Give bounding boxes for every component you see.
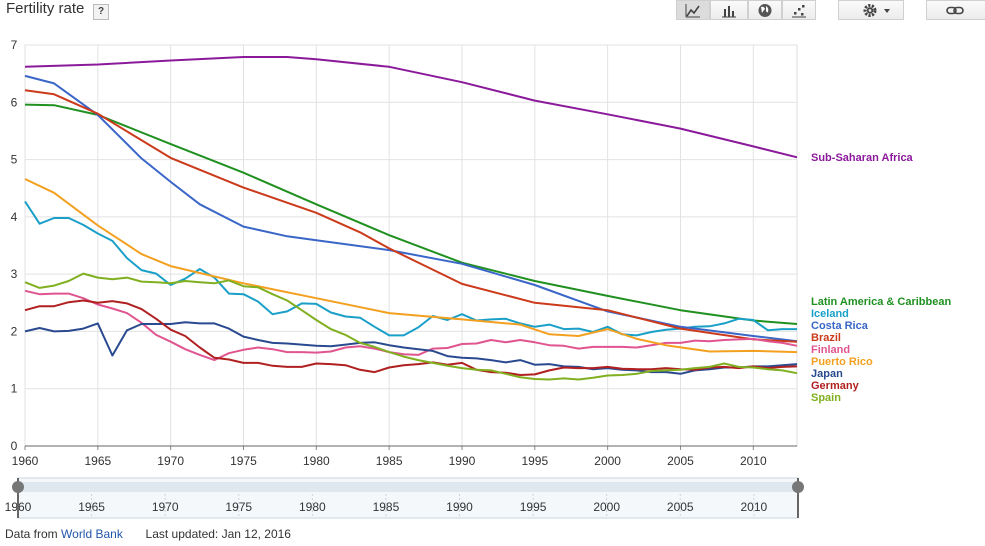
x-tick-label: 1965 (84, 454, 111, 468)
bar-chart-icon (722, 6, 736, 18)
x-tick-label: 2010 (740, 454, 767, 468)
source-link[interactable]: World Bank (61, 527, 123, 541)
y-tick-label: 6 (11, 95, 18, 109)
slider-start-handle[interactable] (12, 481, 24, 493)
slider-tick-label: 1990 (446, 500, 473, 514)
series-line (24, 89, 798, 343)
x-tick-label: 1980 (303, 454, 330, 468)
footer: Data from World Bank Last updated: Jan 1… (5, 527, 291, 541)
slider-tick-label: 2010 (740, 500, 767, 514)
legend-label: Brazil (811, 332, 841, 344)
link-button[interactable] (926, 0, 985, 20)
slider-end-bar (797, 478, 799, 518)
last-updated: Last updated: Jan 12, 2016 (145, 527, 291, 541)
y-tick-label: 0 (11, 439, 18, 453)
y-tick-label: 2 (11, 324, 18, 338)
series-line (24, 299, 798, 376)
line-chart: 1960 1965 1970 1975 1980 1985 1990 1995 2000 2005… (5, 38, 951, 519)
map-button[interactable] (748, 0, 782, 20)
legend-label: Japan (811, 368, 843, 380)
legend-label: Puerto Rico (811, 356, 873, 368)
slider-start-bar (17, 478, 19, 518)
slider-tick-label: 2000 (593, 500, 620, 514)
chart-legend: Sub-Saharan Africa Latin America & Caribb… (811, 152, 951, 404)
y-tick-label: 1 (11, 382, 18, 396)
legend-label: Costa Rica (811, 320, 869, 332)
series-line (24, 321, 798, 375)
scatter-chart-icon (792, 5, 806, 18)
line-chart-icon (685, 4, 700, 18)
range-slider[interactable]: 1960196519701975198019851990199520002005… (5, 477, 804, 519)
chart-grid (24, 44, 798, 447)
series-line (24, 178, 798, 354)
slider-band (18, 482, 798, 492)
legend-label: Germany (811, 380, 860, 392)
legend-label: Spain (811, 392, 841, 404)
legend-label: Sub-Saharan Africa (811, 152, 914, 164)
x-tick-label: 2005 (667, 454, 694, 468)
slider-tick-label: 2005 (667, 500, 694, 514)
series-line (24, 56, 798, 159)
help-button[interactable]: ? (93, 4, 109, 20)
chart-title: Fertility rate (6, 0, 85, 17)
y-tick-label: 7 (11, 38, 18, 52)
link-icon (946, 6, 964, 15)
legend-label: Iceland (811, 308, 849, 320)
slider-tick-label: 1975 (225, 500, 252, 514)
settings-icon (863, 4, 890, 17)
chart-axes: 1960 1965 1970 1975 1980 1985 1990 1995 2000 2005… (11, 38, 797, 468)
series-line (24, 272, 798, 381)
line-chart-button[interactable] (676, 0, 710, 20)
y-tick-label: 5 (11, 153, 18, 167)
x-tick-label: 1990 (449, 454, 476, 468)
series-line (24, 74, 798, 343)
x-tick-label: 1970 (157, 454, 184, 468)
y-tick-label: 3 (11, 267, 18, 281)
slider-tick-label: 1985 (373, 500, 400, 514)
scatter-chart-button[interactable] (782, 0, 816, 20)
series-line (24, 289, 798, 362)
series-line (24, 103, 798, 325)
map-icon (758, 4, 772, 17)
slider-tick-label: 1995 (520, 500, 547, 514)
source-prefix: Data from (5, 527, 58, 541)
x-tick-label: 1995 (521, 454, 548, 468)
slider-tick-label: 1965 (78, 500, 105, 514)
x-tick-label: 1985 (376, 454, 403, 468)
slider-tick-label: 1980 (299, 500, 326, 514)
x-tick-label: 2000 (594, 454, 621, 468)
legend-label: Finland (811, 344, 850, 356)
x-tick-label: 1975 (230, 454, 257, 468)
plot-frame (24, 44, 798, 447)
y-tick-label: 4 (11, 210, 18, 224)
slider-tick-label: 1970 (152, 500, 179, 514)
x-tick-label: 1960 (12, 454, 39, 468)
legend-label: Latin America & Caribbean (811, 296, 951, 308)
series-line (24, 200, 797, 337)
bar-chart-button[interactable] (710, 0, 748, 20)
settings-button[interactable] (838, 0, 904, 20)
chart-series (24, 56, 798, 381)
slider-end-handle[interactable] (792, 481, 804, 493)
